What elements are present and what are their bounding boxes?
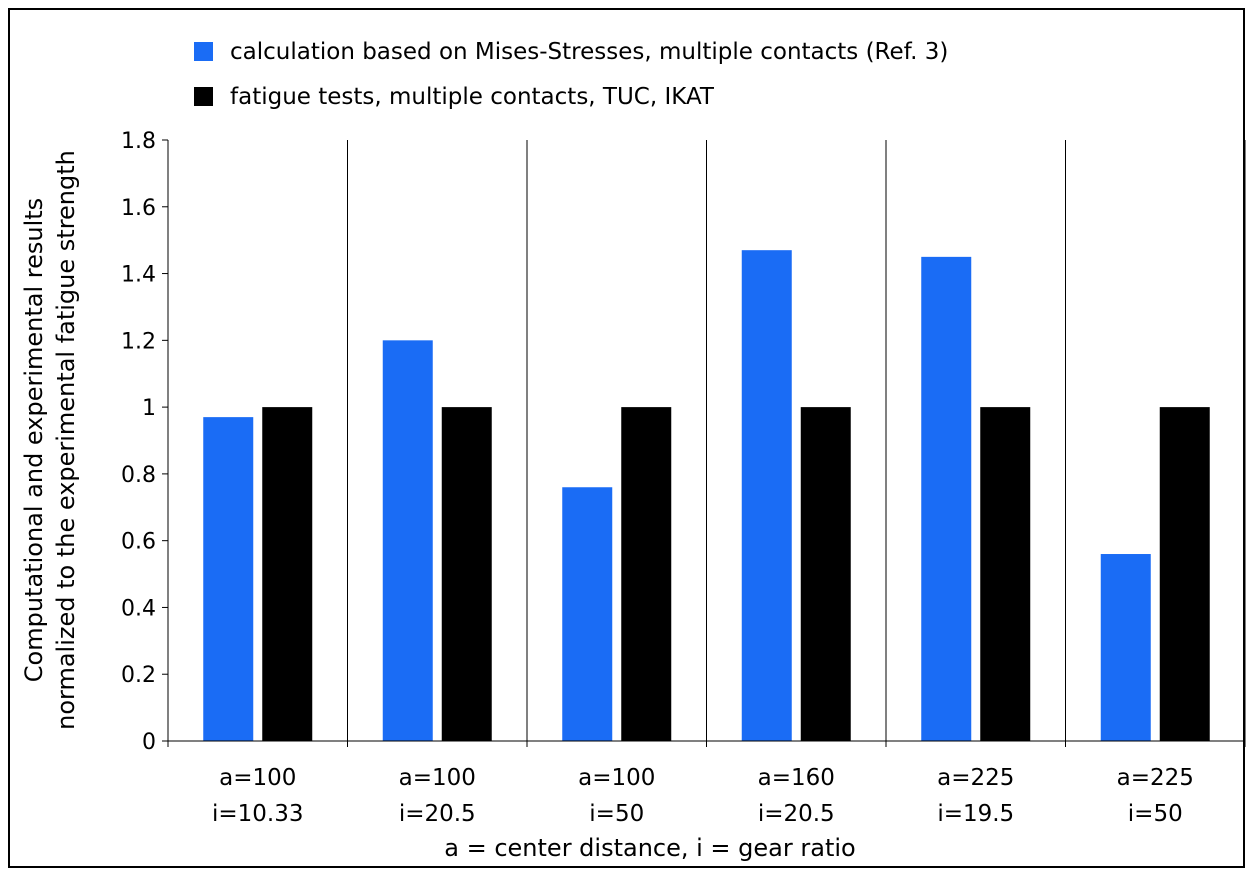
x-axis-label: a = center distance, i = gear ratio — [444, 834, 855, 862]
bar-series-1-cat-0 — [262, 407, 313, 741]
y-axis-ticks: 0 0.2 0.4 0.6 0.8 1 1.2 1.4 1.6 1.8 — [121, 129, 168, 755]
bar-series-1-cat-4 — [980, 407, 1031, 741]
legend: calculation based on Mises-Stresses, mul… — [194, 39, 948, 110]
y-tick-label: 0.4 — [121, 596, 156, 621]
bar-series-0-cat-4 — [921, 256, 972, 741]
y-tick-label: 0.6 — [121, 530, 156, 555]
legend-label-1: fatigue tests, multiple contacts, TUC, I… — [230, 84, 715, 110]
bar-series-0-cat-3 — [741, 250, 792, 741]
category-gridlines — [347, 140, 1246, 741]
legend-label-0: calculation based on Mises-Stresses, mul… — [230, 39, 948, 65]
x-category-label: i=50 — [1128, 801, 1183, 827]
bar-series-1-cat-1 — [441, 407, 492, 741]
y-tick-label: 1.6 — [121, 196, 156, 221]
x-category-label: a=160 — [758, 765, 835, 791]
bar-series-0-cat-5 — [1100, 554, 1151, 741]
bar-series-0-cat-0 — [203, 417, 254, 741]
x-category-label: i=50 — [589, 801, 644, 827]
y-tick-label: 1.2 — [121, 329, 156, 354]
y-tick-label: 0 — [142, 730, 156, 755]
y-tick-label: 0.2 — [121, 663, 156, 688]
y-axis-label-line-1: Computational and experimental results — [20, 198, 48, 682]
x-category-label: i=10.33 — [212, 801, 304, 827]
bar-series-0-cat-1 — [382, 340, 433, 741]
y-tick-label: 1.8 — [121, 129, 156, 154]
bar-series-1-cat-2 — [621, 407, 672, 741]
x-category-label: a=225 — [937, 765, 1014, 791]
legend-swatch-0 — [194, 42, 213, 61]
y-tick-label: 0.8 — [121, 463, 156, 488]
x-axis-ticks: a=100 i=10.33 a=100 i=20.5 a=100 i=50 a=160 i=2… — [167, 741, 1246, 827]
bar-series-1-cat-5 — [1159, 407, 1210, 741]
x-category-label: i=20.5 — [758, 801, 835, 827]
bar-series-1-cat-3 — [800, 407, 851, 741]
x-category-label: a=225 — [1117, 765, 1194, 791]
chart-frame — [8, 8, 1245, 868]
x-category-label: a=100 — [399, 765, 476, 791]
y-tick-label: 1.4 — [121, 263, 156, 288]
bar-series-0-cat-2 — [562, 487, 613, 741]
y-tick-label: 1 — [142, 396, 156, 421]
legend-swatch-1 — [194, 87, 213, 106]
bars — [203, 250, 1210, 741]
x-category-label: i=19.5 — [937, 801, 1014, 827]
x-category-label: a=100 — [219, 765, 296, 791]
x-category-label: i=20.5 — [399, 801, 476, 827]
y-axis-label-line-2: normalized to the experimental fatigue s… — [52, 150, 80, 730]
x-category-label: a=100 — [578, 765, 655, 791]
axes — [162, 140, 1245, 742]
